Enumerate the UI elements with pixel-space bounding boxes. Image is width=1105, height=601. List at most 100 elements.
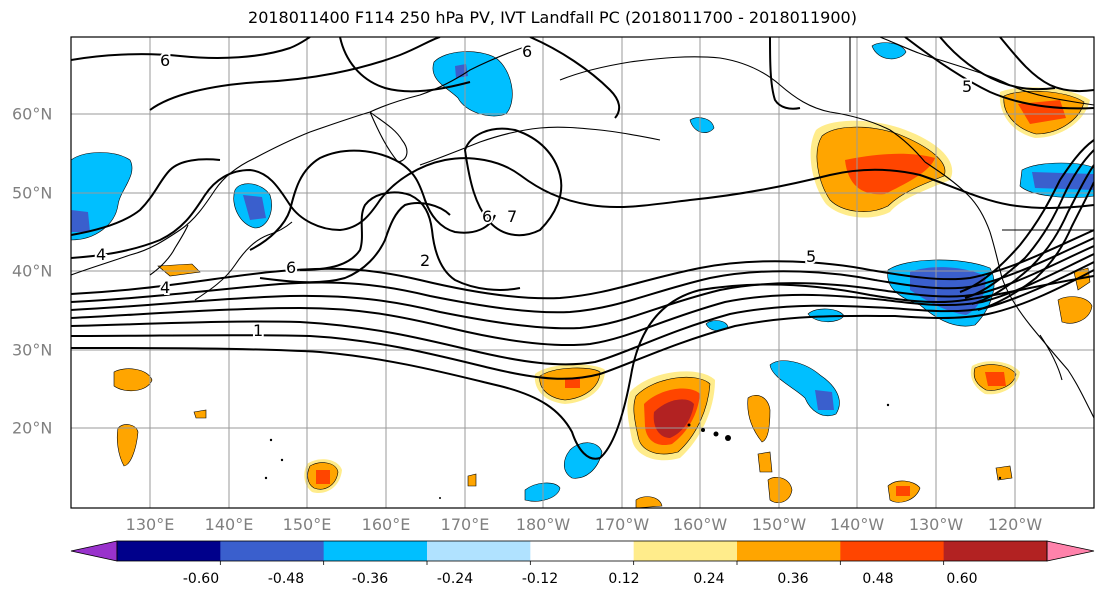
lon-label: 160°W [672, 515, 728, 534]
colorbar-tick-label: -0.12 [521, 571, 559, 587]
contour-label: 5 [962, 77, 972, 96]
colorbar-frame [116, 540, 1048, 562]
coastlines [71, 37, 1094, 419]
pv-contour [463, 127, 563, 237]
pv-contour [71, 37, 311, 61]
contour-label: 1 [253, 321, 263, 340]
colorbar-swatch [840, 541, 945, 561]
colorbar-tick-label: 0.36 [777, 571, 809, 587]
coast-asia [71, 44, 531, 276]
pv-contour [977, 181, 1094, 311]
coast-japan [194, 221, 293, 301]
lat-label: 50°N [12, 183, 53, 203]
pos-region [995, 465, 1013, 481]
lat-label: 30°N [12, 340, 53, 360]
neg-region [243, 195, 266, 220]
pos-region [747, 395, 771, 443]
pos-region [985, 372, 1006, 386]
coast-kamchatka [369, 111, 408, 163]
contour-label: 4 [160, 278, 170, 297]
lon-label: 170°E [440, 515, 490, 534]
pos-region [116, 424, 139, 467]
pv-contour [339, 37, 471, 93]
neg-region [1032, 172, 1094, 190]
colorbar-tick-label: 0.24 [693, 571, 725, 587]
colorbar-swatch [943, 541, 1048, 561]
colorbar [70, 540, 1095, 565]
islands [264, 403, 1002, 499]
pv-contour [964, 149, 1094, 299]
lat-label: 40°N [12, 261, 53, 281]
lon-label: 170°W [594, 515, 650, 534]
pv-contour [529, 37, 621, 119]
colorbar-tick-label: 0.48 [862, 571, 894, 587]
contour-label: 7 [507, 207, 517, 226]
pv-contour [71, 237, 1094, 314]
colorbar-tick-label: -0.36 [351, 571, 389, 587]
coast-aleutians [419, 126, 661, 166]
pos-region [635, 496, 663, 508]
pv-contour [971, 164, 1094, 305]
lon-label: 180°W [515, 515, 571, 534]
lon-label: 130°W [908, 515, 964, 534]
colorbar-swatch [220, 541, 325, 561]
pv-contour [769, 37, 801, 110]
pv-contour [939, 37, 1056, 91]
lon-label: 130°E [125, 515, 175, 534]
colorbar-swatch [117, 541, 221, 561]
coast-baja [1039, 334, 1063, 381]
pos-region [757, 451, 773, 473]
contour-label: 6 [522, 42, 532, 61]
contour-label: 6 [160, 51, 170, 70]
coast-alaska [559, 56, 926, 163]
pos-region [565, 378, 580, 388]
colorbar-swatch [323, 541, 428, 561]
neg-region [689, 117, 715, 133]
contour-label-group: 6 6 5 4 4 1 6 2 6 7 5 [94, 40, 974, 342]
pv-contour [71, 157, 1094, 259]
pos-region [845, 153, 935, 195]
pos-region [193, 409, 207, 419]
pos-region [1018, 100, 1066, 124]
colorbar-tick-label: -0.60 [182, 571, 220, 587]
pv-contour [259, 202, 451, 284]
lon-label: 120°W [987, 515, 1043, 534]
pv-contour [904, 37, 1094, 110]
pv-contour [959, 139, 1094, 293]
map-frame [70, 36, 1095, 509]
pv-contour [299, 191, 521, 291]
pos-region [896, 486, 910, 496]
colorbar-tick-label: 0.60 [946, 571, 978, 587]
neg-region [71, 210, 90, 232]
pv-contour [71, 275, 1094, 460]
colorbar-swatch [633, 541, 738, 561]
contour-label: 6 [286, 258, 296, 277]
pos-region [767, 477, 793, 503]
colorbar-extend-low [70, 540, 118, 562]
neg-region [815, 390, 834, 410]
colorbar-tick-label: 0.12 [608, 571, 640, 587]
pv-contour [149, 37, 441, 111]
contour-label: 6 [482, 207, 492, 226]
colorbar-swatch [737, 541, 841, 561]
pv-contour [71, 229, 1094, 300]
contour-label: 5 [806, 247, 816, 266]
lon-label: 160°E [361, 515, 411, 534]
neg-region [871, 42, 907, 60]
pv-contour [71, 158, 221, 236]
lon-label: 150°W [751, 515, 807, 534]
neg-region [563, 442, 603, 479]
map-title: 2018011400 F114 250 hPa PV, IVT Landfall… [248, 8, 857, 27]
lat-label: 60°N [12, 104, 53, 124]
pv-contour [71, 261, 1094, 366]
contour-label: 4 [96, 245, 106, 264]
coast-korea [149, 224, 189, 276]
lon-label: 150°E [282, 515, 332, 534]
colorbar-swatch [530, 541, 635, 561]
pv-contour [71, 269, 1094, 380]
pv-contour [249, 149, 496, 251]
lon-label: 140°W [829, 515, 885, 534]
pos-region [316, 470, 330, 484]
pv-contour [999, 37, 1094, 93]
